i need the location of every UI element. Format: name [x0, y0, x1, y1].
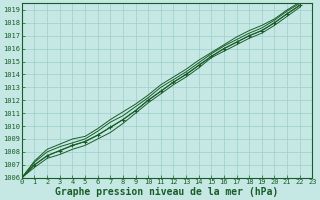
X-axis label: Graphe pression niveau de la mer (hPa): Graphe pression niveau de la mer (hPa)	[55, 186, 279, 197]
